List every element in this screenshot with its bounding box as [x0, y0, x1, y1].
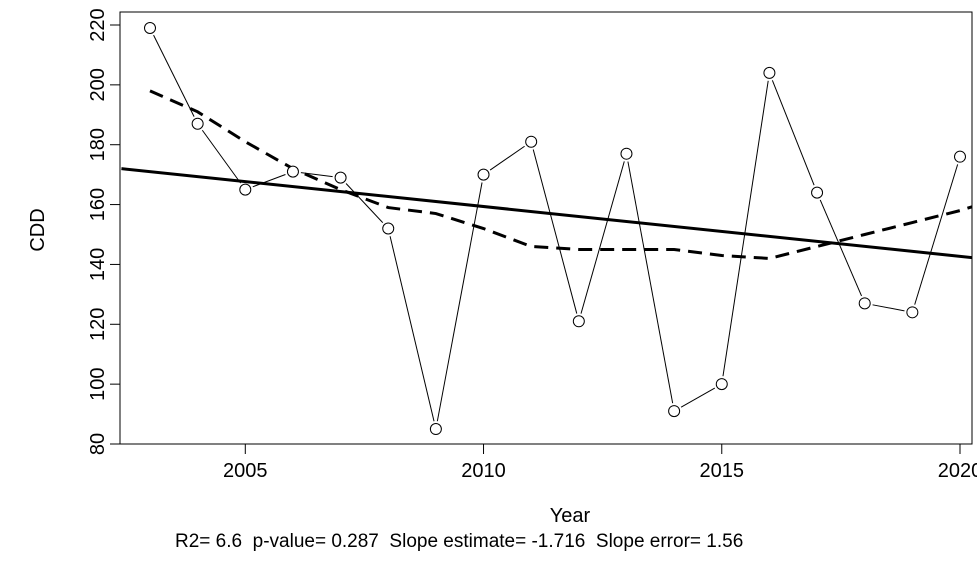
- y-tick-label: 100: [87, 367, 109, 400]
- x-tick-label: 2015: [700, 460, 745, 482]
- observed-point: [239, 183, 252, 196]
- smoothed-trend-line: [149, 89, 972, 260]
- x-axis-title: Year: [550, 505, 591, 527]
- observed-point: [525, 135, 538, 148]
- regression-stats: R2= 6.6 p-value= 0.287 Slope estimate= -…: [175, 531, 743, 552]
- y-tick-label: 200: [87, 68, 109, 101]
- observed-point: [906, 306, 919, 319]
- y-tick-label: 180: [87, 128, 109, 161]
- observed-point: [286, 165, 299, 178]
- plot-frame: [119, 11, 973, 445]
- observed-segment: [252, 174, 286, 188]
- observed-segment: [201, 129, 242, 184]
- x-tick-label: 2005: [223, 460, 268, 482]
- observed-point: [811, 186, 824, 199]
- observed-segment: [532, 149, 578, 314]
- observed-point: [191, 117, 204, 130]
- observed-point: [763, 66, 776, 79]
- observed-segment: [489, 145, 525, 171]
- y-axis-title: CDD: [27, 208, 49, 251]
- observed-segment: [872, 304, 905, 312]
- observed-point: [954, 150, 966, 163]
- observed-segment: [389, 236, 435, 422]
- linear-trend-line: [121, 167, 972, 260]
- x-tick-label: 2010: [461, 460, 506, 482]
- observed-segment: [153, 34, 195, 117]
- observed-point: [477, 168, 490, 181]
- y-tick-label: 220: [87, 8, 109, 41]
- observed-segment: [580, 161, 625, 314]
- observed-point: [572, 315, 585, 328]
- observed-segment: [345, 183, 384, 224]
- y-tick-label: 160: [87, 188, 109, 221]
- y-tick-label: 140: [87, 248, 109, 281]
- observed-point: [429, 423, 442, 436]
- plot-area: [121, 21, 972, 436]
- observed-segment: [914, 164, 959, 305]
- y-tick-label: 80: [87, 433, 109, 455]
- y-tick-label: 120: [87, 308, 109, 341]
- observed-point: [382, 222, 395, 235]
- observed-point: [715, 378, 728, 391]
- observed-segment: [436, 182, 483, 422]
- observed-point: [620, 147, 633, 160]
- observed-segment: [771, 80, 815, 186]
- observed-point: [144, 21, 156, 34]
- observed-point: [668, 405, 681, 418]
- observed-point: [334, 171, 347, 184]
- observed-point: [858, 297, 871, 310]
- x-tick-label: 2020: [938, 460, 977, 482]
- observed-segment: [819, 199, 863, 297]
- plot-layer: 80 100 120 140 160 180 200 220 2005 2010 2015 2020: [87, 8, 977, 482]
- observed-segment: [722, 80, 769, 377]
- observed-segment: [627, 161, 674, 404]
- observed-segment: [680, 387, 716, 408]
